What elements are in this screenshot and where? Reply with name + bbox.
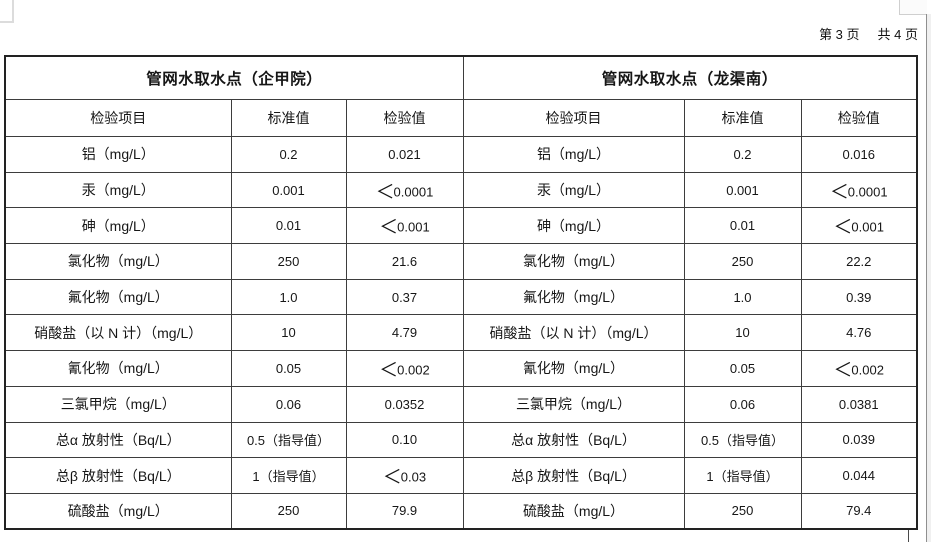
cell-value: 0.39 [800,278,918,316]
water-quality-table: 管网水取水点（企甲院） 管网水取水点（龙渠南） 检验项目 标准值 检验值 检验项… [4,55,918,531]
page-indicator: 第 3 页 共 4 页 [819,24,918,43]
cell-value: ＜0.0001 [345,171,464,209]
cell-item: 氯化物（mg/L） [4,243,232,280]
cell-standard: 1（指导值） [683,457,802,494]
table-row: 砷（mg/L） 0.01 ＜0.001 砷（mg/L） 0.01 ＜0.001 [4,207,918,245]
page-right-margin [926,14,931,542]
table-row: 硝酸盐（以 N 计）（mg/L） 10 4.79 硝酸盐（以 N 计）（mg/L… [4,314,918,352]
cell-standard: 250 [230,492,347,530]
cell-item: 硫酸盐（mg/L） [4,492,232,530]
cell-standard: 0.01 [683,207,802,245]
cell-item: 总α 放射性（Bq/L） [462,421,685,459]
cell-standard: 250 [230,243,347,280]
col-header-value: 检验值 [345,99,464,137]
cell-item: 汞（mg/L） [4,171,232,209]
cell-value: 0.0352 [345,385,464,423]
cell-item: 总β 放射性（Bq/L） [462,457,685,494]
cell-item: 铝（mg/L） [462,136,685,173]
cell-item: 硫酸盐（mg/L） [462,492,685,530]
cell-value: 79.4 [800,492,918,530]
cell-standard: 0.05 [230,350,347,387]
cell-item: 铝（mg/L） [4,136,232,173]
cell-value: 0.039 [800,421,918,459]
cell-item: 氰化物（mg/L） [4,350,232,387]
cell-item: 汞（mg/L） [462,171,685,209]
cell-item: 三氯甲烷（mg/L） [462,385,685,423]
cell-standard: 0.2 [683,136,802,173]
cell-value: ＜0.0001 [800,171,918,209]
cell-value: 0.0381 [800,385,918,423]
cell-standard: 0.2 [230,136,347,173]
cell-standard: 0.06 [230,385,347,423]
cell-value: 0.044 [800,457,918,494]
table-row: 硫酸盐（mg/L） 250 79.9 硫酸盐（mg/L） 250 79.4 [4,492,918,530]
cell-value: 0.021 [345,136,464,173]
table-row: 总α 放射性（Bq/L） 0.5（指导值） 0.10 总α 放射性（Bq/L） … [4,421,918,459]
page-edge-line [908,528,909,542]
cell-value: ＜0.03 [345,457,464,494]
cell-standard: 0.001 [683,171,802,209]
table-row: 氟化物（mg/L） 1.0 0.37 氟化物（mg/L） 1.0 0.39 [4,278,918,316]
cell-item: 总β 放射性（Bq/L） [4,457,232,494]
column-header-row: 检验项目 标准值 检验值 检验项目 标准值 检验值 [4,99,918,137]
page-number-total: 共 4 页 [877,27,918,42]
cell-standard: 1（指导值） [230,457,347,494]
page-number-current: 第 3 页 [819,27,860,42]
cell-value: 4.76 [800,314,918,352]
table-title-left: 管网水取水点（企甲院） [4,55,464,100]
cell-item: 三氯甲烷（mg/L） [4,385,232,423]
table-row: 氰化物（mg/L） 0.05 ＜0.002 氰化物（mg/L） 0.05 ＜0.… [4,350,918,387]
cell-value: 22.2 [800,243,918,280]
cell-standard: 250 [683,492,802,530]
cell-value: ＜0.001 [800,207,918,245]
cell-value: 4.79 [345,314,464,352]
cell-item: 总α 放射性（Bq/L） [4,421,232,459]
col-header-value: 检验值 [800,99,918,137]
cell-item: 氯化物（mg/L） [462,243,685,280]
table-row: 氯化物（mg/L） 250 21.6 氯化物（mg/L） 250 22.2 [4,243,918,280]
cell-item: 氟化物（mg/L） [4,278,232,316]
table-title-right: 管网水取水点（龙渠南） [462,55,918,100]
cell-standard: 10 [683,314,802,352]
cell-item: 氰化物（mg/L） [462,350,685,387]
cell-standard: 0.05 [683,350,802,387]
cell-value: 21.6 [345,243,464,280]
table-row: 汞（mg/L） 0.001 ＜0.0001 汞（mg/L） 0.001 ＜0.0… [4,171,918,209]
cell-item: 氟化物（mg/L） [462,278,685,316]
cell-value: ＜0.002 [345,350,464,387]
table-row: 三氯甲烷（mg/L） 0.06 0.0352 三氯甲烷（mg/L） 0.06 0… [4,385,918,423]
cell-value: ＜0.002 [800,350,918,387]
cell-item: 硝酸盐（以 N 计）（mg/L） [462,314,685,352]
cell-standard: 0.5（指导值） [683,421,802,459]
cell-standard: 10 [230,314,347,352]
cell-value: 0.016 [800,136,918,173]
col-header-standard: 标准值 [230,99,347,137]
cell-standard: 250 [683,243,802,280]
cell-value: 0.10 [345,421,464,459]
previous-page-corner [0,0,14,23]
cell-standard: 1.0 [683,278,802,316]
cell-value: ＜0.001 [345,207,464,245]
table-row: 总β 放射性（Bq/L） 1（指导值） ＜0.03 总β 放射性（Bq/L） 1… [4,457,918,494]
cell-value: 0.37 [345,278,464,316]
cell-item: 砷（mg/L） [4,207,232,245]
cell-item: 砷（mg/L） [462,207,685,245]
cell-item: 硝酸盐（以 N 计）（mg/L） [4,314,232,352]
table-title-row: 管网水取水点（企甲院） 管网水取水点（龙渠南） [4,55,918,100]
table-row: 铝（mg/L） 0.2 0.021 铝（mg/L） 0.2 0.016 [4,136,918,173]
page-edge-notch [899,0,927,15]
cell-standard: 0.5（指导值） [230,421,347,459]
cell-standard: 0.06 [683,385,802,423]
cell-standard: 1.0 [230,278,347,316]
col-header-standard: 标准值 [683,99,802,137]
col-header-item: 检验项目 [462,99,685,137]
cell-value: 79.9 [345,492,464,530]
col-header-item: 检验项目 [4,99,232,137]
cell-standard: 0.01 [230,207,347,245]
cell-standard: 0.001 [230,171,347,209]
